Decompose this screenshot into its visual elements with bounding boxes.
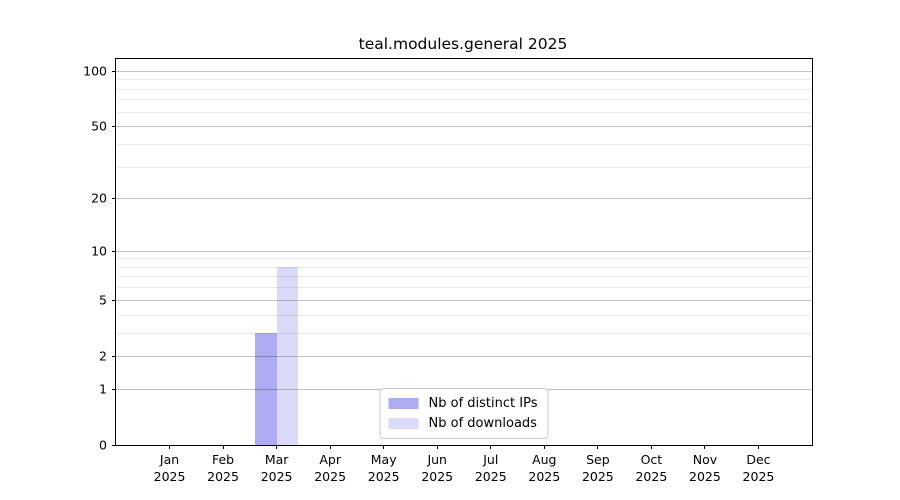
x-tick-label-year: 2025: [742, 468, 775, 484]
x-tick-label-month: May: [370, 452, 397, 467]
x-tick-label-jul: Jul 2025: [475, 452, 507, 485]
x-tick-dec: [757, 445, 759, 449]
x-tick-mar: [276, 445, 278, 449]
gridline-minor-40: [116, 143, 812, 145]
x-tick-label-jan: Jan 2025: [154, 452, 186, 485]
x-tick-label-year: 2025: [528, 468, 561, 484]
x-tick-feb: [222, 445, 224, 449]
x-tick-jul: [490, 445, 492, 449]
y-tick-100: [112, 70, 116, 72]
x-tick-label-year: 2025: [635, 468, 668, 484]
x-tick-label-month: Nov: [692, 452, 718, 467]
bar-nb-of-distinct-ips-mar: [255, 332, 277, 445]
legend-item-distinct-ips: Nb of distinct IPs: [388, 396, 538, 411]
x-tick-label-month: Jun: [427, 452, 447, 467]
legend-label-distinct-ips: Nb of distinct IPs: [428, 396, 538, 411]
gridline-minor-6: [116, 287, 812, 289]
x-tick-label-jun: Jun 2025: [421, 452, 453, 485]
x-tick-label-year: 2025: [153, 468, 186, 484]
x-tick-sep: [597, 445, 599, 449]
y-tick-label-100: 100: [83, 63, 107, 79]
x-tick-label-month: Feb: [211, 452, 235, 467]
gridline-major-2: [116, 355, 812, 357]
y-tick-20: [112, 198, 116, 200]
gridline-minor-60: [116, 111, 812, 113]
y-tick-2: [112, 355, 116, 357]
x-tick-label-month: Apr: [319, 452, 341, 467]
legend-swatch-distinct-ips: [388, 398, 419, 409]
x-tick-jun: [436, 445, 438, 449]
y-tick-label-20: 20: [91, 190, 107, 206]
x-tick-label-month: Oct: [640, 452, 663, 467]
x-tick-label-feb: Feb 2025: [207, 452, 239, 485]
x-tick-label-sep: Sep 2025: [582, 452, 614, 485]
x-tick-label-apr: Apr 2025: [314, 452, 346, 485]
x-tick-label-month: Jan: [159, 452, 180, 467]
x-tick-label-year: 2025: [260, 468, 293, 484]
x-tick-label-dec: Dec 2025: [743, 452, 775, 485]
grid-layer: [116, 59, 812, 445]
gridline-minor-9: [116, 258, 812, 260]
gridline-major-50: [116, 126, 812, 128]
x-tick-apr: [329, 445, 331, 449]
chart-title: teal.modules.general 2025: [358, 35, 568, 53]
x-tick-label-year: 2025: [421, 468, 454, 484]
legend-label-downloads: Nb of downloads: [428, 416, 537, 431]
y-tick-5: [112, 299, 116, 301]
y-tick-label-2: 2: [99, 348, 107, 364]
y-tick-0: [112, 445, 116, 446]
x-tick-jan: [169, 445, 171, 449]
gridline-minor-80: [116, 88, 812, 90]
y-tick-label-5: 5: [99, 292, 107, 308]
x-tick-label-aug: Aug 2025: [528, 452, 560, 485]
y-tick-1: [112, 388, 116, 390]
legend-swatch-downloads: [388, 418, 419, 429]
gridline-minor-30: [116, 166, 812, 168]
gridline-minor-8: [116, 266, 812, 268]
x-tick-label-month: Aug: [532, 452, 557, 467]
gridline-minor-90: [116, 79, 812, 81]
x-tick-oct: [650, 445, 652, 449]
x-tick-label-may: May 2025: [368, 452, 400, 485]
gridline-minor-4: [116, 314, 812, 316]
x-tick-aug: [543, 445, 545, 449]
legend-item-downloads: Nb of downloads: [388, 416, 538, 431]
x-tick-label-year: 2025: [474, 468, 507, 484]
y-tick-50: [112, 126, 116, 128]
gridline-minor-70: [116, 99, 812, 101]
legend: Nb of distinct IPs Nb of downloads: [379, 388, 549, 439]
y-tick-label-50: 50: [91, 118, 107, 134]
x-tick-label-oct: Oct 2025: [635, 452, 667, 485]
gridline-major-10: [116, 250, 812, 252]
x-tick-label-year: 2025: [314, 468, 347, 484]
gridline-minor-3: [116, 332, 812, 334]
y-tick-label-1: 1: [99, 381, 107, 397]
x-tick-label-month: Mar: [264, 452, 289, 467]
gridline-major-20: [116, 198, 812, 200]
x-tick-label-month: Dec: [746, 452, 771, 467]
y-tick-label-0: 0: [99, 437, 107, 453]
bars-layer: [116, 59, 812, 445]
gridline-minor-7: [116, 276, 812, 278]
x-tick-label-year: 2025: [367, 468, 400, 484]
x-tick-label-year: 2025: [207, 468, 239, 484]
x-tick-label-month: Jul: [483, 452, 499, 467]
x-tick-label-month: Sep: [586, 452, 610, 467]
x-tick-label-year: 2025: [689, 468, 721, 484]
x-tick-nov: [704, 445, 706, 449]
x-tick-label-year: 2025: [581, 468, 614, 484]
bar-nb-of-downloads-mar: [276, 266, 299, 445]
plot-area: Nb of distinct IPs Nb of downloads 0 1 2 5 1…: [83, 58, 813, 484]
y-tick-10: [112, 250, 116, 252]
x-tick-label-nov: Nov 2025: [689, 452, 721, 485]
x-tick-label-mar: Mar 2025: [261, 452, 293, 485]
gridline-major-100: [116, 70, 812, 72]
y-tick-label-10: 10: [91, 243, 107, 259]
x-tick-may: [383, 445, 385, 449]
gridline-major-5: [116, 299, 812, 301]
